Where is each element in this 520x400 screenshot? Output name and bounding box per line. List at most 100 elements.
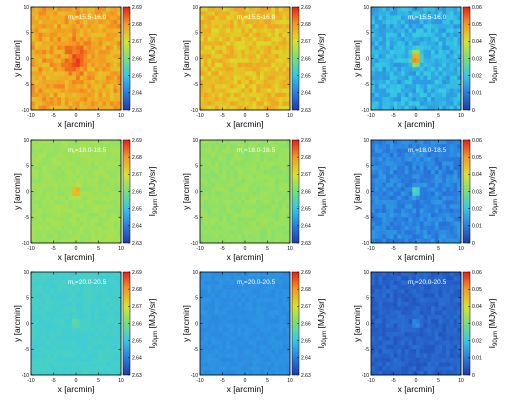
heatmap-cell [275,362,280,367]
heatmap-cell [419,144,424,149]
heatmap-cell [404,58,409,64]
heatmap-cell [446,79,451,85]
heatmap-cell [211,293,216,299]
heatmap-cell [371,32,376,38]
heatmap-cell [226,276,231,281]
heatmap-cell [412,191,417,197]
heatmap-cell [241,140,246,145]
heatmap-cell [241,84,246,89]
heatmap-cell [271,297,276,303]
heatmap-cell [113,272,118,277]
heatmap-cell [117,161,122,167]
heatmap-cell [256,276,261,281]
heatmap-cell [378,92,383,98]
heatmap-cell [106,221,111,227]
heatmap-cell [248,297,253,303]
heatmap-cell [256,200,261,205]
heatmap-cell [389,204,394,209]
heatmap-cell [389,37,394,42]
heatmap-cell [401,230,406,235]
heatmap-cell [57,357,62,363]
heatmap-cell [245,7,250,12]
heatmap-cell [200,41,205,46]
heatmap-cell [211,148,216,154]
heatmap-cell [117,67,122,72]
heatmap-cell [241,182,246,188]
heatmap-cell [393,67,398,72]
heatmap-cell [386,195,391,201]
heatmap-cell [215,289,220,294]
heatmap-cell [207,191,212,197]
heatmap-cell [211,15,216,21]
heatmap-cell [419,212,424,218]
heatmap-cell [286,332,291,337]
heatmap-cell [393,217,398,222]
heatmap-cell [427,178,432,184]
heatmap-cell [427,15,432,21]
heatmap-cell [267,41,272,46]
x-tick-label: 0 [75,246,78,252]
heatmap-cell [46,200,51,205]
heatmap-cell [87,327,92,333]
heatmap-cell [94,319,99,324]
heatmap-cell [382,165,387,171]
heatmap-cell [79,161,84,167]
heatmap-cell [457,79,462,85]
heatmap-cell [34,332,39,337]
heatmap-cell [275,37,280,42]
heatmap-cell [102,289,107,294]
heatmap-cell [106,71,111,76]
heatmap-cell [245,289,250,294]
heatmap-cell [278,140,283,145]
heatmap-cell [38,344,43,350]
heatmap-cell [393,238,398,244]
heatmap-cell [113,238,118,244]
heatmap-cell [226,306,231,311]
heatmap-cell [449,84,454,89]
heatmap-cell [256,37,261,42]
heatmap-cell [248,41,253,46]
heatmap-cell [226,49,231,55]
heatmap-cell [237,191,242,197]
heatmap-cell [87,349,92,354]
heatmap-cell [31,88,36,94]
heatmap-cell [42,71,47,76]
heatmap-cell [91,200,96,205]
heatmap-cell [438,182,443,188]
heatmap-cell [442,195,447,201]
heatmap-cell [64,15,69,21]
heatmap-cell [200,148,205,154]
heatmap-cell [106,165,111,171]
heatmap-cell [438,79,443,85]
heatmap-cell [218,332,223,337]
heatmap-cell [102,357,107,363]
heatmap-cell [412,178,417,184]
heatmap-cell [233,280,238,286]
heatmap-cell [374,140,379,145]
heatmap-cell [68,15,73,21]
heatmap-cell [431,54,436,59]
heatmap-cell [106,319,111,324]
colorbar-tick-label: 2.63 [132,108,142,114]
heatmap-cell [203,310,208,316]
heatmap-cell [49,212,54,218]
heatmap-cell [275,79,280,85]
heatmap-cell [271,225,276,231]
heatmap-cell [416,157,421,162]
heatmap-cell [282,67,287,72]
heatmap-cell [397,28,402,34]
heatmap-cell [53,15,58,21]
heatmap-cell [419,195,424,201]
heatmap-cell [286,49,291,55]
heatmap-cell [282,32,287,38]
heatmap-cell [83,349,88,354]
heatmap-cell [427,191,432,197]
heatmap-cell [446,84,451,89]
heatmap-cell [237,161,242,167]
heatmap-cell [42,349,47,354]
heatmap-cell [91,152,96,158]
heatmap-cell [79,217,84,222]
heatmap-cell [248,170,253,175]
heatmap-cell [68,208,73,214]
heatmap-cell [241,204,246,209]
